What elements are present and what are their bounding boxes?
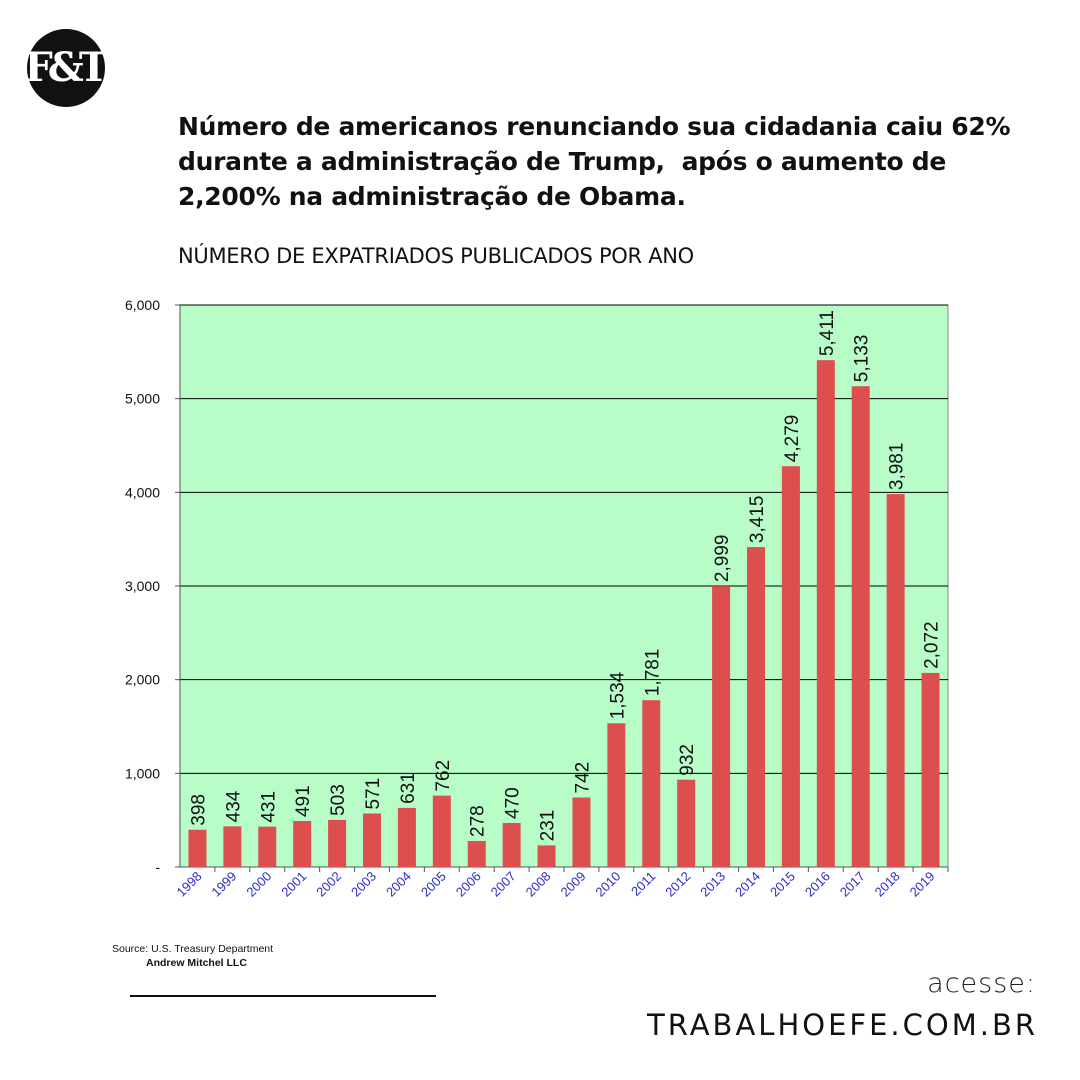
bar-2006 <box>467 840 486 867</box>
data-label-2006: 278 <box>468 805 489 837</box>
data-label-2011: 1,781 <box>642 649 663 697</box>
bar-2019 <box>921 672 940 867</box>
data-label-2019: 2,072 <box>922 621 943 669</box>
bar-2011 <box>642 700 661 867</box>
y-tick-label: 3,000 <box>125 578 160 594</box>
x-tick-label-2008: 2008 <box>523 869 554 900</box>
bar-2001 <box>293 821 312 867</box>
y-tick-label: 4,000 <box>125 484 160 500</box>
x-tick-label-2009: 2009 <box>558 869 589 900</box>
x-tick-label-1998: 1998 <box>174 869 205 900</box>
brand-logo-text: F&T <box>24 44 108 91</box>
bar-2000 <box>258 826 277 867</box>
bar-1999 <box>223 826 242 867</box>
data-label-1999: 434 <box>223 790 244 822</box>
brand-logo: F&T <box>24 29 109 107</box>
data-label-2005: 762 <box>433 760 454 792</box>
bar-2016 <box>816 360 835 867</box>
x-tick-label-2018: 2018 <box>872 869 903 900</box>
x-tick-label-2000: 2000 <box>243 869 274 900</box>
bar-2002 <box>328 819 347 867</box>
source-author: Andrew Mitchel LLC <box>146 957 247 969</box>
data-label-2013: 2,999 <box>712 535 733 583</box>
x-tick-label-2012: 2012 <box>662 869 693 900</box>
x-tick-label-2010: 2010 <box>592 869 623 900</box>
y-tick-label: 5,000 <box>125 391 160 407</box>
x-tick-label-2015: 2015 <box>767 869 798 900</box>
data-label-2002: 503 <box>328 784 349 816</box>
x-tick-label-2003: 2003 <box>348 869 379 900</box>
headline-line-2: durante a administração de Trump, após o… <box>178 147 947 176</box>
data-label-2015: 4,279 <box>782 415 803 463</box>
x-tick-label-2013: 2013 <box>697 869 728 900</box>
x-tick-label-2017: 2017 <box>837 869 868 900</box>
x-tick-label-2016: 2016 <box>802 869 833 900</box>
x-tick-label-2014: 2014 <box>732 869 763 900</box>
data-label-2009: 742 <box>572 762 593 794</box>
headline: Número de americanos renunciando sua cid… <box>178 109 1011 214</box>
headline-line-1: Número de americanos renunciando sua cid… <box>178 112 1011 141</box>
bar-2010 <box>607 723 626 867</box>
x-tick-label-2006: 2006 <box>453 869 484 900</box>
x-tick-label-2002: 2002 <box>313 869 344 900</box>
bar-2004 <box>397 807 416 867</box>
bar-2008 <box>537 845 556 867</box>
data-label-2018: 3,981 <box>887 443 908 491</box>
bar-2012 <box>677 779 696 867</box>
footer-divider <box>130 995 436 997</box>
bar-1998 <box>188 829 207 867</box>
data-label-2007: 470 <box>503 787 524 819</box>
data-label-2008: 231 <box>538 810 559 842</box>
bar-2009 <box>572 797 591 867</box>
bar-2018 <box>886 494 905 867</box>
website-link[interactable]: TRABALHOEFE.COM.BR <box>647 1008 1038 1042</box>
data-label-2004: 631 <box>398 772 419 804</box>
bar-2003 <box>363 813 381 867</box>
data-label-2001: 491 <box>293 785 314 817</box>
bar-2014 <box>747 547 765 867</box>
bar-2007 <box>502 822 521 867</box>
x-tick-label-2011: 2011 <box>628 869 658 899</box>
bar-chart: - 1,000 2,000 3,000 4,000 5,000 6,000 398 1998 43… <box>125 297 949 900</box>
source-note: Source: U.S. Treasury Department <box>112 943 274 955</box>
y-tick-label: 1,000 <box>125 765 160 781</box>
x-tick-label-2001: 2001 <box>278 869 309 900</box>
data-label-2010: 1,534 <box>607 671 628 719</box>
x-tick-label-2005: 2005 <box>418 869 449 900</box>
bar-2013 <box>712 586 731 867</box>
data-label-2017: 5,133 <box>852 335 873 383</box>
x-tick-label-2007: 2007 <box>488 869 519 900</box>
data-label-2014: 3,415 <box>747 496 768 544</box>
bar-2017 <box>851 386 870 867</box>
data-label-2003: 571 <box>363 778 384 810</box>
chart-subtitle: NÚMERO DE EXPATRIADOS PUBLICADOS POR ANO <box>178 244 694 268</box>
y-tick-label: - <box>155 859 160 875</box>
data-label-2016: 5,411 <box>817 310 838 356</box>
data-label-1998: 398 <box>188 794 209 826</box>
y-tick-label: 6,000 <box>125 297 160 313</box>
x-tick-label-2019: 2019 <box>907 869 938 900</box>
x-tick-label-1999: 1999 <box>208 869 239 900</box>
x-tick-label-2004: 2004 <box>383 869 414 900</box>
headline-line-3: 2,200% na administração de Obama. <box>178 182 686 211</box>
bar-2015 <box>781 466 800 867</box>
access-label: acesse: <box>927 968 1036 999</box>
data-label-2012: 932 <box>677 744 698 776</box>
data-label-2000: 431 <box>258 791 279 823</box>
bar-2005 <box>432 795 451 867</box>
y-tick-label: 2,000 <box>125 672 160 688</box>
